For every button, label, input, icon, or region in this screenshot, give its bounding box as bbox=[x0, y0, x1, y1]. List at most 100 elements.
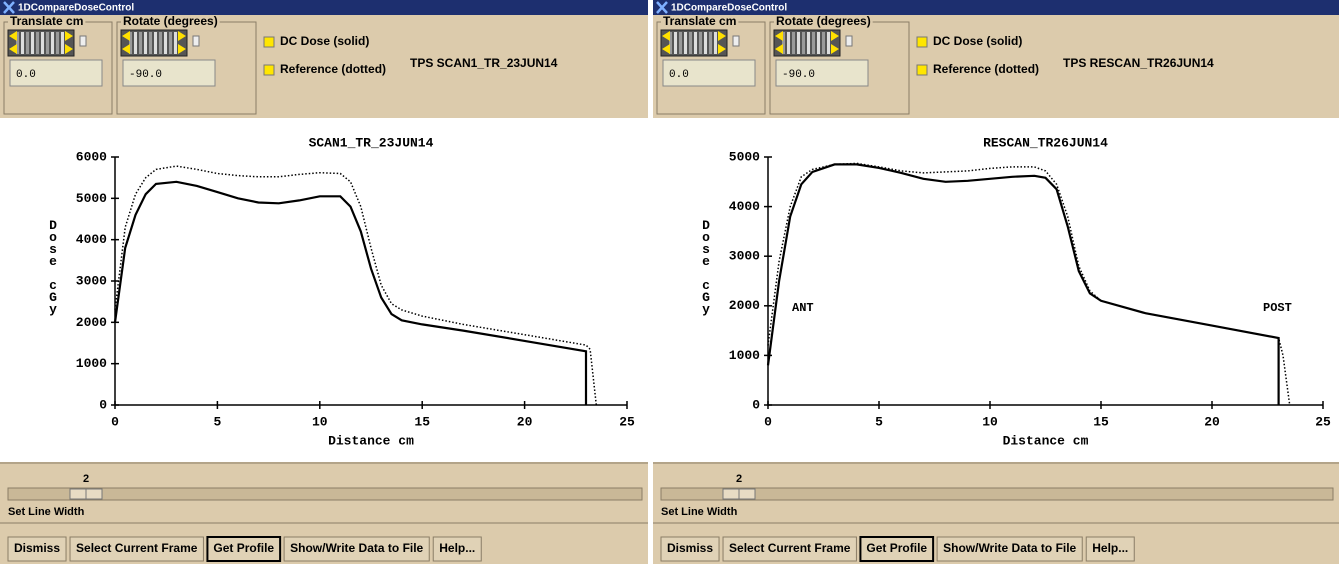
button-label[interactable]: Show/Write Data to File bbox=[943, 541, 1076, 555]
spin-stripe bbox=[827, 32, 830, 54]
spin-stripe bbox=[704, 32, 707, 54]
dose-line bbox=[766, 163, 1280, 405]
toggle[interactable] bbox=[79, 35, 87, 47]
button[interactable] bbox=[1085, 536, 1135, 562]
x-tick-label: 15 bbox=[1093, 414, 1109, 429]
arrow-right bbox=[831, 31, 839, 54]
input-box[interactable] bbox=[122, 59, 216, 87]
line-width-label: Set Line Width bbox=[8, 506, 85, 518]
x-tick-label: 15 bbox=[414, 414, 430, 429]
input-value: 0.0 bbox=[669, 69, 689, 81]
annotation: POST bbox=[1263, 301, 1292, 315]
y-tick-label: 6000 bbox=[76, 149, 107, 164]
spin-stripe bbox=[164, 32, 167, 54]
y-tick-label: 4000 bbox=[729, 199, 760, 214]
checkbox[interactable] bbox=[263, 36, 275, 48]
spin-stripe bbox=[16, 32, 19, 54]
slider-track[interactable] bbox=[660, 487, 1334, 501]
checkbox-label: Reference (dotted) bbox=[280, 62, 386, 76]
spin-stripe bbox=[669, 32, 672, 54]
checkbox[interactable] bbox=[263, 64, 275, 76]
arrow-left bbox=[662, 31, 670, 54]
button[interactable] bbox=[7, 536, 67, 562]
y-tick-label: 5000 bbox=[729, 149, 760, 164]
spin-stripe bbox=[817, 32, 820, 54]
toggle[interactable] bbox=[845, 35, 853, 47]
toggle[interactable] bbox=[732, 35, 740, 47]
chart-area bbox=[0, 118, 648, 462]
spin-stripe bbox=[812, 32, 815, 54]
spin-stripe bbox=[714, 32, 717, 54]
button[interactable] bbox=[660, 536, 720, 562]
button-label[interactable]: Show/Write Data to File bbox=[290, 541, 423, 555]
x-tick-label: 10 bbox=[982, 414, 998, 429]
checkbox-label: Reference (dotted) bbox=[933, 62, 1039, 76]
button[interactable] bbox=[432, 536, 482, 562]
toggle[interactable] bbox=[192, 35, 200, 47]
checkbox-label: DC Dose (solid) bbox=[280, 34, 369, 48]
button[interactable] bbox=[283, 536, 430, 562]
input-box[interactable] bbox=[775, 59, 869, 87]
spin-stripe bbox=[802, 32, 805, 54]
x-tick-label: 10 bbox=[312, 414, 328, 429]
x-tick-label: 20 bbox=[517, 414, 533, 429]
spin-stripe bbox=[31, 32, 34, 54]
arrow-right bbox=[178, 31, 186, 54]
y-tick-label: 3000 bbox=[729, 249, 760, 264]
y-tick-label: 1000 bbox=[76, 356, 107, 371]
spin-stripe bbox=[787, 32, 790, 54]
y-tick-label: 0 bbox=[99, 397, 107, 412]
button-label[interactable]: Get Profile bbox=[866, 541, 927, 555]
arrow-right bbox=[718, 31, 726, 54]
label-bg bbox=[661, 16, 739, 28]
window-title: 1DCompareDoseControl bbox=[671, 3, 787, 14]
window-title: 1DCompareDoseControl bbox=[18, 3, 134, 14]
button-label[interactable]: Select Current Frame bbox=[729, 541, 851, 555]
label-bg bbox=[774, 16, 873, 28]
button[interactable] bbox=[722, 536, 857, 562]
x-axis-label: Distance cm bbox=[1003, 433, 1089, 448]
spin-stripe bbox=[26, 32, 29, 54]
input-box[interactable] bbox=[9, 59, 103, 87]
button-label[interactable]: Dismiss bbox=[14, 541, 60, 555]
line-width-value: 2 bbox=[736, 473, 742, 485]
x-tick-label: 25 bbox=[1315, 414, 1331, 429]
input-value: -90.0 bbox=[129, 69, 162, 81]
x-tick-label: 5 bbox=[875, 414, 883, 429]
button-label[interactable]: Select Current Frame bbox=[76, 541, 198, 555]
dose-line bbox=[114, 165, 598, 406]
y-tick-label: 2000 bbox=[76, 315, 107, 330]
checkbox-label: DC Dose (solid) bbox=[933, 34, 1022, 48]
app-icon bbox=[656, 1, 668, 14]
button[interactable] bbox=[936, 536, 1083, 562]
spin-stripe bbox=[139, 32, 142, 54]
y-tick-label: 3000 bbox=[76, 273, 107, 288]
dose-line bbox=[767, 162, 1291, 406]
spin-stripe bbox=[797, 32, 800, 54]
button[interactable] bbox=[206, 536, 282, 562]
y-tick-label: 5000 bbox=[76, 191, 107, 206]
x-tick-label: 0 bbox=[111, 414, 119, 429]
button[interactable] bbox=[69, 536, 204, 562]
arrow-left bbox=[122, 31, 130, 54]
button-label[interactable]: Dismiss bbox=[667, 541, 713, 555]
x-tick-label: 20 bbox=[1204, 414, 1220, 429]
spin-stripe bbox=[169, 32, 172, 54]
checkbox[interactable] bbox=[916, 36, 928, 48]
checkbox[interactable] bbox=[916, 64, 928, 76]
spin-stripe bbox=[694, 32, 697, 54]
slider-track[interactable] bbox=[7, 487, 643, 501]
label-bg bbox=[8, 16, 86, 28]
spin-stripe bbox=[51, 32, 54, 54]
spin-stripe bbox=[689, 32, 692, 54]
spin-stripe bbox=[684, 32, 687, 54]
spin-stripe bbox=[36, 32, 39, 54]
button[interactable] bbox=[859, 536, 935, 562]
spin-stripe bbox=[61, 32, 64, 54]
spin-stripe bbox=[174, 32, 177, 54]
button-label[interactable]: Help... bbox=[439, 541, 475, 555]
input-box[interactable] bbox=[662, 59, 756, 87]
button-label[interactable]: Help... bbox=[1092, 541, 1128, 555]
arrow-right bbox=[65, 31, 73, 54]
button-label[interactable]: Get Profile bbox=[213, 541, 274, 555]
